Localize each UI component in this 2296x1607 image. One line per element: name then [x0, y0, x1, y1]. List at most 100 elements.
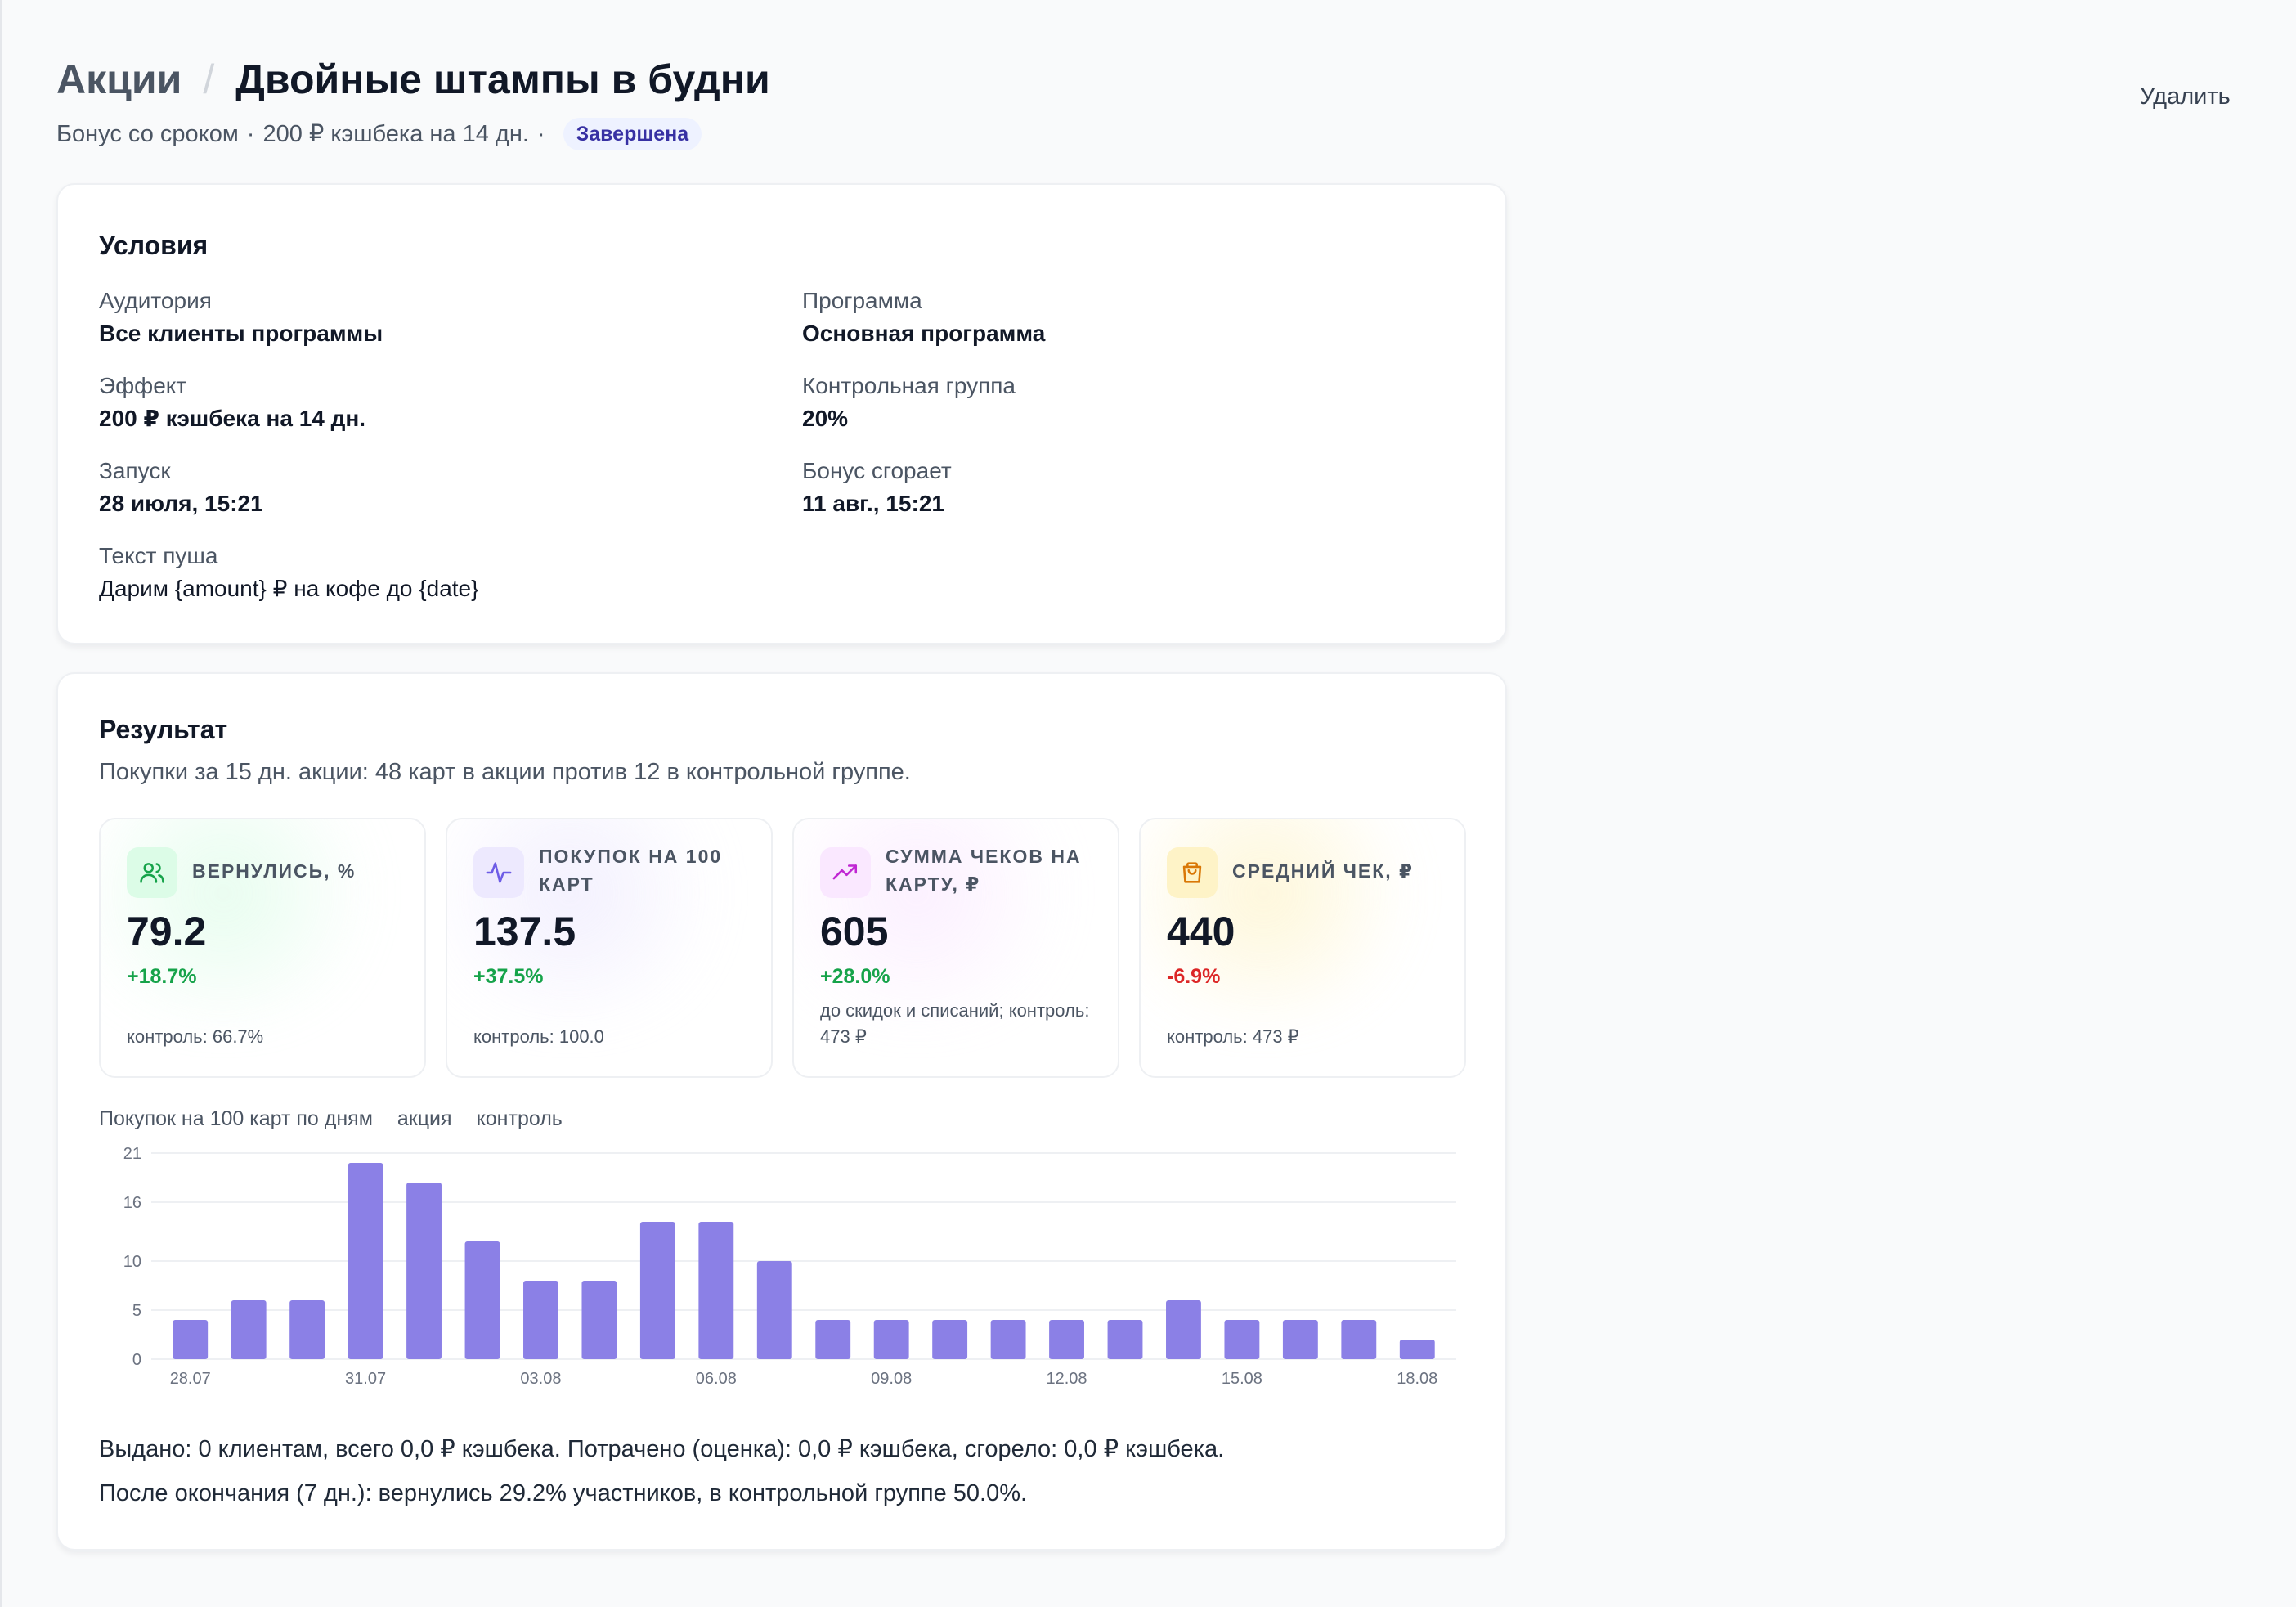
- metric-label: Покупок на 100 карт: [539, 846, 723, 895]
- subtitle-separator: ·: [536, 121, 545, 147]
- bar-30.07[interactable]: [289, 1300, 325, 1359]
- x-tick-label: 09.08: [871, 1370, 912, 1388]
- bar-15.08[interactable]: [1224, 1320, 1260, 1359]
- metric-value: 137.5: [473, 909, 576, 954]
- issued-summary: Выдано: 0 клиентам, всего 0,0 ₽ кэшбека.…: [99, 1436, 1225, 1462]
- bar-10.08[interactable]: [932, 1320, 968, 1359]
- bar-13.08[interactable]: [1107, 1320, 1143, 1359]
- metric-card-receipts-per-card: Сумма чеков на карту, ₽ 605 +28.0% до ск…: [792, 818, 1119, 1078]
- condition-value: 28 июля, 15:21: [99, 491, 263, 516]
- y-tick-label: 10: [123, 1253, 141, 1271]
- condition-launch: Запуск 28 июля, 15:21: [99, 456, 769, 520]
- trending-up-icon: [820, 847, 871, 898]
- bar-01.08[interactable]: [406, 1183, 442, 1359]
- breadcrumb-promotions-link[interactable]: Акции: [56, 56, 182, 102]
- conditions-card: Условия Аудитория Все клиенты программы …: [56, 183, 1507, 644]
- metric-cards: Вернулись, % 79.2 +18.7% контроль: 66.7%…: [99, 818, 1466, 1080]
- conditions-title: Условия: [99, 231, 209, 260]
- condition-label: Аудитория: [99, 288, 212, 313]
- condition-label: Текст пуша: [99, 543, 218, 568]
- metric-delta: +37.5%: [473, 965, 544, 988]
- result-card: Результат Покупки за 15 дн. акции: 48 ка…: [56, 672, 1507, 1551]
- page-title: Двойные штампы в будни: [235, 56, 770, 102]
- condition-effect: Эффект 200 ₽ кэшбека на 14 дн.: [99, 371, 769, 435]
- metric-delta: -6.9%: [1167, 965, 1221, 988]
- bar-03.08[interactable]: [523, 1281, 558, 1359]
- promo-subtitle: Бонус со сроком · 200 ₽ кэшбека на 14 дн…: [56, 118, 2296, 150]
- bar-12.08[interactable]: [1049, 1320, 1084, 1359]
- metric-note: контроль: 100.0: [473, 1026, 604, 1047]
- bar-14.08[interactable]: [1166, 1300, 1201, 1359]
- x-tick-label: 18.08: [1397, 1370, 1437, 1388]
- breadcrumb: Акции / Двойные штампы в будни: [56, 51, 2296, 108]
- y-tick-label: 21: [123, 1145, 141, 1163]
- daily-purchases-chart: 0 5 10 16 21 28.07 31.07 03.08 06.08 09.08 12.08 15…: [123, 1145, 1456, 1388]
- bar-06.08[interactable]: [698, 1222, 734, 1359]
- condition-label: Программа: [802, 288, 922, 313]
- metric-value: 440: [1167, 909, 1235, 954]
- legend-control[interactable]: контроль: [476, 1107, 563, 1130]
- condition-value: 200 ₽ кэшбека на 14 дн.: [99, 406, 366, 431]
- bar-31.07[interactable]: [348, 1163, 383, 1359]
- y-tick-label: 16: [123, 1194, 141, 1212]
- metric-label: Сумма чеков на карту, ₽: [886, 846, 1082, 895]
- condition-audience: Аудитория Все клиенты программы: [99, 286, 769, 350]
- condition-bonus-expiry: Бонус сгорает 11 авг., 15:21: [802, 456, 1473, 520]
- promo-type: Бонус со сроком: [56, 121, 239, 147]
- x-tick-label: 31.07: [345, 1370, 386, 1388]
- after-end-summary: После окончания (7 дн.): вернулись 29.2%…: [99, 1480, 1028, 1506]
- x-tick-label: 15.08: [1222, 1370, 1262, 1388]
- metric-card-purchases-per-100: Покупок на 100 карт 137.5 +37.5% контрол…: [446, 818, 773, 1078]
- metric-label: Вернулись, %: [192, 860, 357, 882]
- bar-02.08[interactable]: [464, 1241, 500, 1359]
- condition-label: Контрольная группа: [802, 373, 1016, 398]
- metric-value: 605: [820, 909, 889, 954]
- breadcrumb-separator: /: [203, 56, 215, 102]
- bar-07.08[interactable]: [756, 1261, 792, 1359]
- users-icon: [127, 847, 177, 898]
- legend-promo[interactable]: акция: [397, 1107, 452, 1130]
- y-tick-label: 5: [132, 1302, 141, 1320]
- x-tick-label: 06.08: [696, 1370, 737, 1388]
- metric-note: до скидок и списаний; контроль: 473 ₽: [820, 1000, 1090, 1047]
- bar-08.08[interactable]: [815, 1320, 851, 1359]
- metric-label: Средний чек, ₽: [1232, 860, 1415, 882]
- bar-04.08[interactable]: [581, 1281, 617, 1359]
- condition-value: 11 авг., 15:21: [802, 491, 944, 516]
- activity-icon: [473, 847, 524, 898]
- bar-16.08[interactable]: [1282, 1320, 1318, 1359]
- chart-title: Покупок на 100 карт по дням: [99, 1107, 373, 1130]
- x-tick-label: 28.07: [170, 1370, 211, 1388]
- x-tick-label: 12.08: [1047, 1370, 1087, 1388]
- condition-value: Дарим {amount} ₽ на кофе до {date}: [99, 576, 479, 601]
- metric-delta: +28.0%: [820, 965, 890, 988]
- bar-05.08[interactable]: [639, 1222, 675, 1359]
- chart-header: Покупок на 100 карт по дням акция контро…: [99, 1107, 587, 1131]
- metric-note: контроль: 66.7%: [127, 1026, 264, 1047]
- bar-18.08[interactable]: [1399, 1340, 1435, 1359]
- condition-control-group: Контрольная группа 20%: [802, 371, 1473, 435]
- condition-value: Все клиенты программы: [99, 321, 383, 346]
- shopping-bag-icon: [1167, 847, 1218, 898]
- x-tick-label: 03.08: [520, 1370, 561, 1388]
- metric-delta: +18.7%: [127, 965, 197, 988]
- subtitle-separator: ·: [246, 121, 255, 147]
- bar-17.08[interactable]: [1341, 1320, 1377, 1359]
- condition-program: Программа Основная программа: [802, 286, 1473, 350]
- result-description: Покупки за 15 дн. акции: 48 карт в акции…: [99, 759, 911, 785]
- bar-09.08[interactable]: [873, 1320, 909, 1359]
- bar-28.07[interactable]: [173, 1320, 209, 1359]
- condition-label: Эффект: [99, 373, 187, 398]
- result-title: Результат: [99, 715, 228, 744]
- condition-value: Основная программа: [802, 321, 1046, 346]
- metric-value: 79.2: [127, 909, 207, 954]
- condition-value: 20%: [802, 406, 849, 431]
- delete-button[interactable]: Удалить: [2140, 83, 2231, 110]
- promo-effect: 200 ₽ кэшбека на 14 дн.: [262, 121, 529, 147]
- status-badge: Завершена: [563, 118, 702, 150]
- metric-card-returned: Вернулись, % 79.2 +18.7% контроль: 66.7%: [99, 818, 426, 1078]
- bar-29.07[interactable]: [231, 1300, 267, 1359]
- bar-11.08[interactable]: [990, 1320, 1026, 1359]
- metric-card-average-check: Средний чек, ₽ 440 -6.9% контроль: 473 ₽: [1139, 818, 1466, 1078]
